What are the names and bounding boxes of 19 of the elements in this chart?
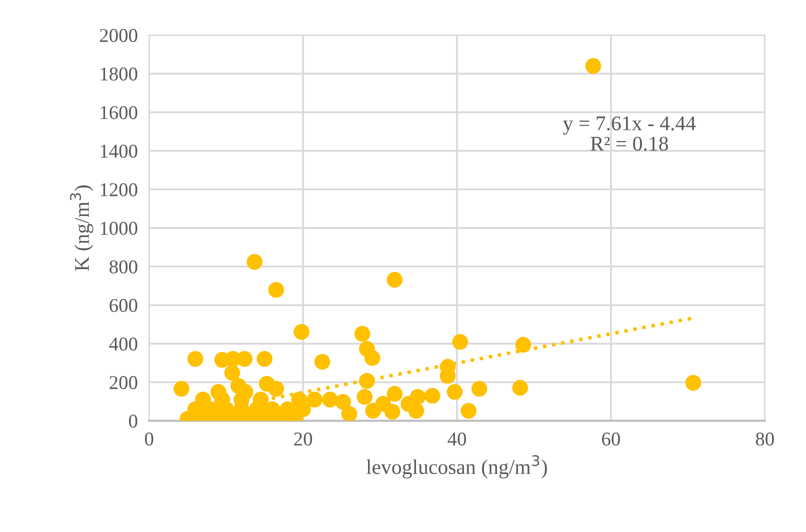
y-tick-label: 1400 bbox=[100, 144, 138, 158]
y-tick-label: 1600 bbox=[100, 106, 138, 120]
y-tick-label: 400 bbox=[109, 337, 138, 351]
x-tick-label: 20 bbox=[294, 432, 312, 446]
y-axis-title: K (ng/m$^{3}$) bbox=[70, 185, 94, 271]
y-tick-label: 1200 bbox=[100, 183, 138, 196]
y-tick-label: 0 bbox=[129, 414, 138, 428]
y-tick-label: 200 bbox=[110, 376, 138, 390]
y-tick-label: 1800 bbox=[100, 68, 138, 81]
x-axis-title: levoglucosan (ng/m$^{3}$) bbox=[366, 455, 547, 478]
y-tick-label: 2000 bbox=[100, 28, 138, 42]
x-tick-label: 40 bbox=[448, 432, 466, 446]
y-tick-label: 800 bbox=[110, 260, 138, 274]
y-tick-label: 1000 bbox=[100, 222, 138, 235]
annotation: y = 7.61x - 4.44 R² = 0.18 bbox=[563, 116, 696, 151]
y-tick-label: 600 bbox=[110, 298, 138, 312]
x-tick-label: 60 bbox=[602, 432, 620, 446]
x-tick-label: 80 bbox=[756, 432, 774, 446]
x-tick-label: 0 bbox=[144, 432, 154, 446]
